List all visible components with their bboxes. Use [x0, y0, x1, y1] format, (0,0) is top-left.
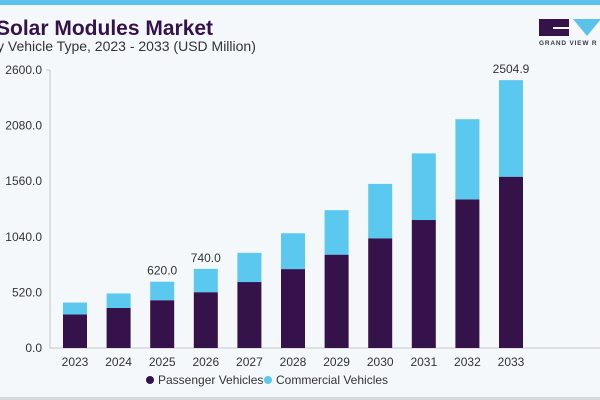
bar-commercial-2027 [237, 252, 262, 283]
x-tick-label: 2027 [236, 355, 263, 369]
legend-marker-icon [264, 376, 272, 384]
y-tick-label: 1040.0 [5, 230, 42, 244]
bar-commercial-2030 [368, 183, 393, 239]
bar-passenger-2032 [455, 199, 480, 348]
bar-commercial-2033 [499, 80, 523, 177]
bar-commercial-2032 [455, 119, 480, 200]
bar-passenger-2027 [237, 282, 262, 348]
y-tick-label: 2080.0 [5, 119, 42, 133]
chart-title: Solar Modules Market [0, 17, 214, 40]
x-tick-label: 2026 [192, 355, 219, 369]
bar-commercial-2026 [193, 268, 218, 293]
data-label-2025: 620.0 [147, 264, 177, 278]
bar-passenger-2028 [281, 269, 305, 348]
x-tick-label: 2023 [62, 355, 89, 369]
bar-commercial-2025 [150, 281, 175, 301]
bar-passenger-2024 [106, 308, 131, 348]
grand-view-logo-icon [539, 19, 600, 36]
bar-passenger-2023 [63, 314, 87, 348]
x-tick-label: 2033 [498, 355, 525, 369]
bar-passenger-2033 [499, 176, 523, 348]
x-tick-label: 2032 [454, 355, 481, 369]
data-label-2033: 2504.9 [493, 62, 530, 76]
bottom-border [0, 397, 600, 400]
legend-label: Commercial Vehicles [276, 373, 388, 387]
data-label-2026: 740.0 [191, 251, 221, 265]
x-tick-label: 2025 [149, 355, 176, 369]
chart-subtitle: y Vehicle Type, 2023 - 2033 (USD Million… [0, 38, 256, 54]
y-tick-label: 0.0 [25, 341, 42, 355]
bar-commercial-2023 [63, 302, 87, 315]
top-accent-bar [0, 0, 600, 5]
bar-passenger-2026 [193, 292, 218, 348]
logo-text: GRAND VIEW R [539, 40, 598, 47]
x-tick-label: 2028 [280, 355, 307, 369]
bar-passenger-2031 [411, 220, 436, 348]
legend-marker-icon [146, 376, 154, 384]
y-tick-label: 1560.0 [5, 174, 42, 188]
bar-passenger-2029 [324, 254, 349, 348]
bar-passenger-2030 [368, 238, 393, 348]
bar-commercial-2031 [411, 153, 436, 221]
y-tick-label: 520.0 [12, 285, 42, 299]
legend-label: Passenger Vehicles [158, 373, 263, 387]
x-tick-label: 2031 [410, 355, 437, 369]
y-tick-label: 2600.0 [5, 63, 42, 77]
x-tick-label: 2024 [105, 355, 132, 369]
bar-passenger-2025 [150, 300, 175, 348]
x-tick-label: 2029 [323, 355, 350, 369]
x-tick-label: 2030 [367, 355, 394, 369]
bar-commercial-2029 [324, 210, 349, 255]
bar-commercial-2028 [281, 233, 305, 270]
bar-commercial-2024 [106, 293, 131, 309]
